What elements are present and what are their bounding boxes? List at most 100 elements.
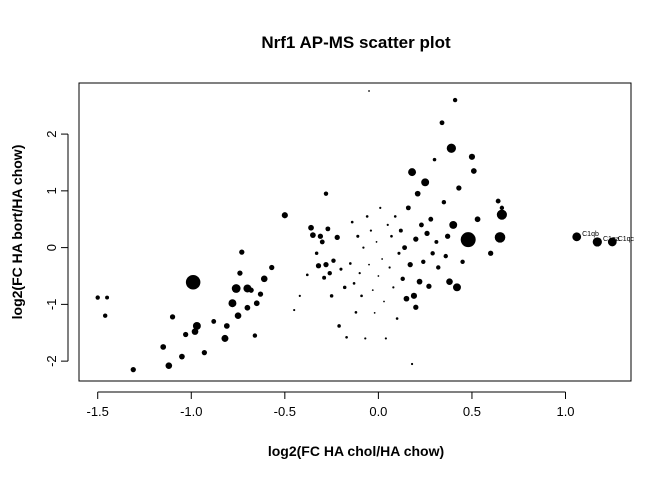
- data-point: [334, 234, 340, 241]
- data-point: [360, 294, 363, 298]
- data-point: [441, 200, 447, 205]
- data-point: [253, 300, 260, 307]
- data-point: [269, 264, 275, 271]
- data-point: [192, 321, 201, 330]
- data-point: [398, 228, 403, 233]
- data-point: [384, 337, 387, 340]
- data-point: [342, 285, 347, 290]
- data-point: [495, 198, 501, 204]
- data-point: [572, 232, 582, 242]
- data-point: [494, 232, 506, 243]
- point-label: C1qa: [603, 236, 620, 243]
- data-point: [460, 259, 465, 264]
- data-point: [352, 282, 356, 285]
- data-point: [95, 295, 100, 300]
- data-point: [400, 276, 405, 282]
- data-point: [231, 284, 241, 293]
- y-tick-label: 0: [44, 244, 59, 251]
- data-point: [452, 97, 458, 103]
- chart-title: Nrf1 AP-MS scatter plot: [261, 33, 451, 52]
- data-point: [410, 292, 418, 299]
- data-point: [402, 245, 408, 251]
- data-point: [377, 275, 380, 277]
- data-point: [293, 308, 296, 312]
- x-tick-label: 0.0: [369, 404, 387, 419]
- x-axis: -1.5 -1.0 -0.5 0.0 0.5 1.0: [87, 391, 575, 419]
- data-point: [499, 205, 505, 211]
- data-point: [453, 283, 461, 292]
- data-point: [470, 168, 477, 174]
- data-point: [308, 224, 314, 231]
- data-point: [350, 220, 354, 224]
- data-point: [257, 291, 264, 297]
- data-point: [386, 223, 389, 227]
- data-point: [414, 190, 421, 197]
- x-tick-label: 1.0: [556, 404, 574, 419]
- data-point: [421, 178, 430, 187]
- data-point: [356, 234, 360, 238]
- data-point: [408, 168, 417, 177]
- data-point: [383, 300, 385, 303]
- data-point: [185, 274, 201, 290]
- data-point: [368, 90, 370, 92]
- data-point: [228, 299, 237, 308]
- data-point: [416, 278, 423, 285]
- data-point: [329, 294, 334, 298]
- data-point: [331, 258, 336, 263]
- x-axis-label: log2(FC HA chol/HA chow): [268, 443, 444, 459]
- data-point: [160, 344, 167, 350]
- data-point: [201, 349, 208, 356]
- data-point: [488, 250, 494, 256]
- data-point: [395, 317, 399, 320]
- data-point: [248, 287, 254, 293]
- data-point: [223, 323, 230, 329]
- data-point: [211, 318, 217, 324]
- y-tick-label: -1: [44, 299, 59, 311]
- data-point: [102, 313, 108, 318]
- data-point: [607, 237, 617, 247]
- data-point: [322, 275, 327, 280]
- data-point: [298, 294, 301, 297]
- data-point: [221, 334, 229, 342]
- data-point: [393, 215, 397, 218]
- data-point: [397, 251, 401, 255]
- data-point: [424, 230, 430, 237]
- data-point: [373, 312, 376, 314]
- data-point: [592, 237, 602, 247]
- data-point: [239, 249, 245, 255]
- data-point: [169, 314, 176, 320]
- data-point: [496, 209, 507, 220]
- data-point: [407, 261, 413, 268]
- data-point: [317, 233, 324, 239]
- data-point: [456, 185, 462, 191]
- data-point: [310, 232, 316, 238]
- data-point: [428, 216, 434, 222]
- data-point: [410, 362, 414, 366]
- data-point: [405, 205, 411, 211]
- y-axis-label: log2(FC HA bort/HA chow): [9, 145, 25, 320]
- data-point: [371, 289, 374, 292]
- data-point: [468, 153, 476, 160]
- data-point: [436, 265, 441, 270]
- point-label: C1qb: [582, 231, 599, 238]
- data-point: [413, 236, 419, 242]
- data-point: [449, 220, 458, 229]
- plot-area-frame: [78, 82, 632, 382]
- data-point: [474, 216, 481, 223]
- data-point: [315, 263, 322, 269]
- data-point: [439, 120, 445, 126]
- x-tick-label: -0.5: [274, 404, 296, 419]
- data-point: [392, 286, 395, 289]
- y-tick-label: 2: [44, 130, 59, 137]
- x-tick-label: 0.5: [463, 404, 481, 419]
- data-point: [403, 295, 410, 302]
- point-label: C1qc: [618, 236, 635, 243]
- data-point: [446, 143, 456, 153]
- data-point: [354, 310, 358, 314]
- data-point: [381, 258, 384, 260]
- data-point: [460, 232, 476, 248]
- data-point: [237, 270, 243, 276]
- y-axis: -2 -1 0 1 2: [44, 130, 69, 367]
